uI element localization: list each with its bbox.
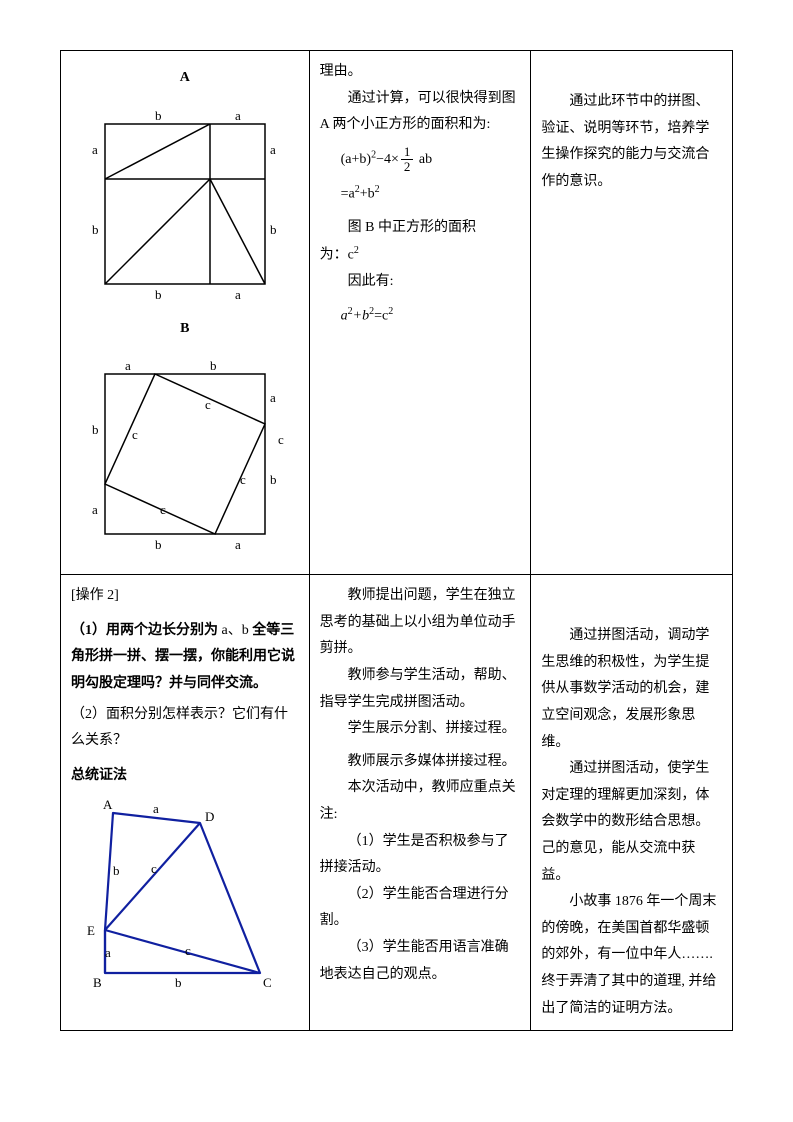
lbl: a	[270, 142, 276, 157]
lesson-table: A b a a b a b b a	[60, 50, 733, 1031]
diagram-a-title: A	[71, 65, 299, 92]
diagram-a-label: A	[180, 70, 190, 85]
cell-diagrams: A b a a b a b b a	[61, 51, 310, 575]
f3-eq: =c	[374, 309, 388, 324]
lbl: a	[92, 142, 98, 157]
f2-b: +b	[360, 187, 375, 202]
c2-prefix: 为：c	[320, 248, 354, 263]
lbl-D: D	[205, 809, 214, 824]
lbl: a	[270, 390, 276, 405]
purpose-text-1: 通过此环节中的拼图、验证、说明等环节，培养学生操作探究的能力与交流合作的意识。	[541, 89, 722, 195]
exp2-p4: 教师展示多媒体拼接过程。	[320, 749, 521, 776]
purpose2-p2: 通过拼图活动，使学生对定理的理解更加深刻，体会数学中的数形结合思想。己的意见，能…	[541, 756, 722, 889]
f1-suffix: ab	[415, 152, 432, 167]
q1-part-a: （1）用两个边长分别为	[71, 623, 218, 638]
lbl-E: E	[87, 923, 95, 938]
lbl-A: A	[103, 797, 113, 812]
exp2-p7: （2）学生能否合理进行分割。	[320, 882, 521, 935]
diagram-a-svg: b a a b a b b a	[80, 104, 290, 304]
cell-purpose-2: 通过拼图活动，调动学生思维的积极性，为学生提供从事数学活动的机会，建立空间观念，…	[531, 575, 733, 1031]
page-container: A b a a b a b b a	[0, 0, 793, 1081]
f3-s3: 2	[388, 306, 393, 317]
diagram-b-title: B	[71, 316, 299, 343]
f3-b: +b	[353, 309, 369, 324]
lbl: b	[92, 422, 99, 437]
table-row: [操作 2] （1）用两个边长分别为 a、b 全等三角形拼一拼、摆一摆，你能利用…	[61, 575, 733, 1031]
spacer	[541, 583, 722, 623]
text-figB-area: 图 B 中正方形的面积	[320, 215, 521, 242]
lbl: c	[132, 427, 138, 442]
op2-title: [操作 2]	[71, 583, 299, 610]
f1-prefix: (a+b)	[341, 152, 371, 167]
q1-part-b: a、b	[218, 623, 252, 638]
lbl: a	[235, 287, 241, 302]
diagram-b: a b a b a b a b c c c c c	[71, 354, 299, 554]
op2-q2: （2）面积分别怎样表示？它们有什么关系？	[71, 702, 299, 755]
f3-a: a	[341, 309, 348, 324]
cell-purpose-1: 通过此环节中的拼图、验证、说明等环节，培养学生操作探究的能力与交流合作的意识。	[531, 51, 733, 575]
cell-operation-2: [操作 2] （1）用两个边长分别为 a、b 全等三角形拼一拼、摆一摆，你能利用…	[61, 575, 310, 1031]
lbl-a1: a	[153, 801, 159, 816]
lbl: b	[210, 358, 217, 373]
purpose2-p1: 通过拼图活动，调动学生思维的积极性，为学生提供从事数学活动的机会，建立空间观念，…	[541, 623, 722, 756]
lbl: c	[240, 472, 246, 487]
exp2-p5: 本次活动中，教师应重点关注:	[320, 775, 521, 828]
lbl-B: B	[93, 975, 102, 990]
exp2-p3: 学生展示分割、拼接过程。	[320, 716, 521, 743]
lbl: b	[270, 472, 277, 487]
president-proof-diagram: A D E B C a a b b c c	[71, 795, 299, 990]
lbl: b	[270, 222, 277, 237]
formula-1: (a+b) 2−4×12 ab	[341, 145, 521, 175]
proof-title: 总统证法	[71, 763, 299, 790]
lbl: a	[235, 537, 241, 552]
text-calc-intro: 通过计算，可以很快得到图 A 两个小正方形的面积和为:	[320, 86, 521, 139]
purpose2-p3: 小故事 1876 年一个周末的傍晚，在美国首都华盛顿的郊外，有一位中年人…….终…	[541, 889, 722, 1022]
spacer	[71, 610, 299, 618]
exp2-p6: （1）学生是否积极参与了拼接活动。	[320, 829, 521, 882]
lbl: a	[235, 108, 241, 123]
exp2-p8: （3）学生能否用语言准确地表达自己的观点。	[320, 935, 521, 988]
c2-sup: 2	[354, 245, 359, 256]
cell-explanation-2: 教师提出问题，学生在独立思考的基础上以小组为单位动手剪拼。 教师参与学生活动，帮…	[309, 575, 531, 1031]
frac-num: 1	[401, 145, 414, 160]
lbl-b2: b	[175, 975, 182, 990]
f1-mid: −4×	[376, 152, 399, 167]
lbl-b1: b	[113, 863, 120, 878]
lbl-c2: c	[185, 943, 191, 958]
lbl: b	[92, 222, 99, 237]
spacer	[71, 755, 299, 763]
spacer	[541, 59, 722, 89]
f2-s2: 2	[375, 184, 380, 195]
lbl: a	[92, 502, 98, 517]
fraction-half: 12	[401, 145, 414, 175]
text-c2: 为：c2	[320, 241, 521, 269]
exp2-p1: 教师提出问题，学生在独立思考的基础上以小组为单位动手剪拼。	[320, 583, 521, 663]
lbl: b	[155, 287, 162, 302]
diagram-a: b a a b a b b a	[71, 104, 299, 304]
lbl: b	[155, 537, 162, 552]
op2-q1: （1）用两个边长分别为 a、b 全等三角形拼一拼、摆一摆，你能利用它说明勾股定理…	[71, 618, 299, 698]
lbl: a	[125, 358, 131, 373]
lbl: c	[205, 397, 211, 412]
formula-2: =a2+b2	[341, 180, 521, 208]
frac-den: 2	[401, 160, 414, 174]
lbl-C: C	[263, 975, 272, 990]
lbl-a2: a	[105, 945, 111, 960]
lbl: b	[155, 108, 162, 123]
cell-explanation-1: 理由。 通过计算，可以很快得到图 A 两个小正方形的面积和为: (a+b)2−4…	[309, 51, 531, 575]
diagram-b-svg: a b a b a b a b c c c c c	[80, 354, 290, 554]
diagram-b-label: B	[180, 321, 189, 336]
lbl: c	[160, 502, 166, 517]
exp2-p2: 教师参与学生活动，帮助、指导学生完成拼图活动。	[320, 663, 521, 716]
lbl: c	[278, 432, 284, 447]
lbl-c1: c	[151, 861, 157, 876]
text-reason: 理由。	[320, 59, 521, 86]
proof-svg: A D E B C a a b b c c	[75, 795, 295, 990]
f2-a: =a	[341, 187, 355, 202]
formula-3: a2+b2=c2	[341, 302, 521, 330]
table-row: A b a a b a b b a	[61, 51, 733, 575]
text-therefore: 因此有:	[320, 269, 521, 296]
